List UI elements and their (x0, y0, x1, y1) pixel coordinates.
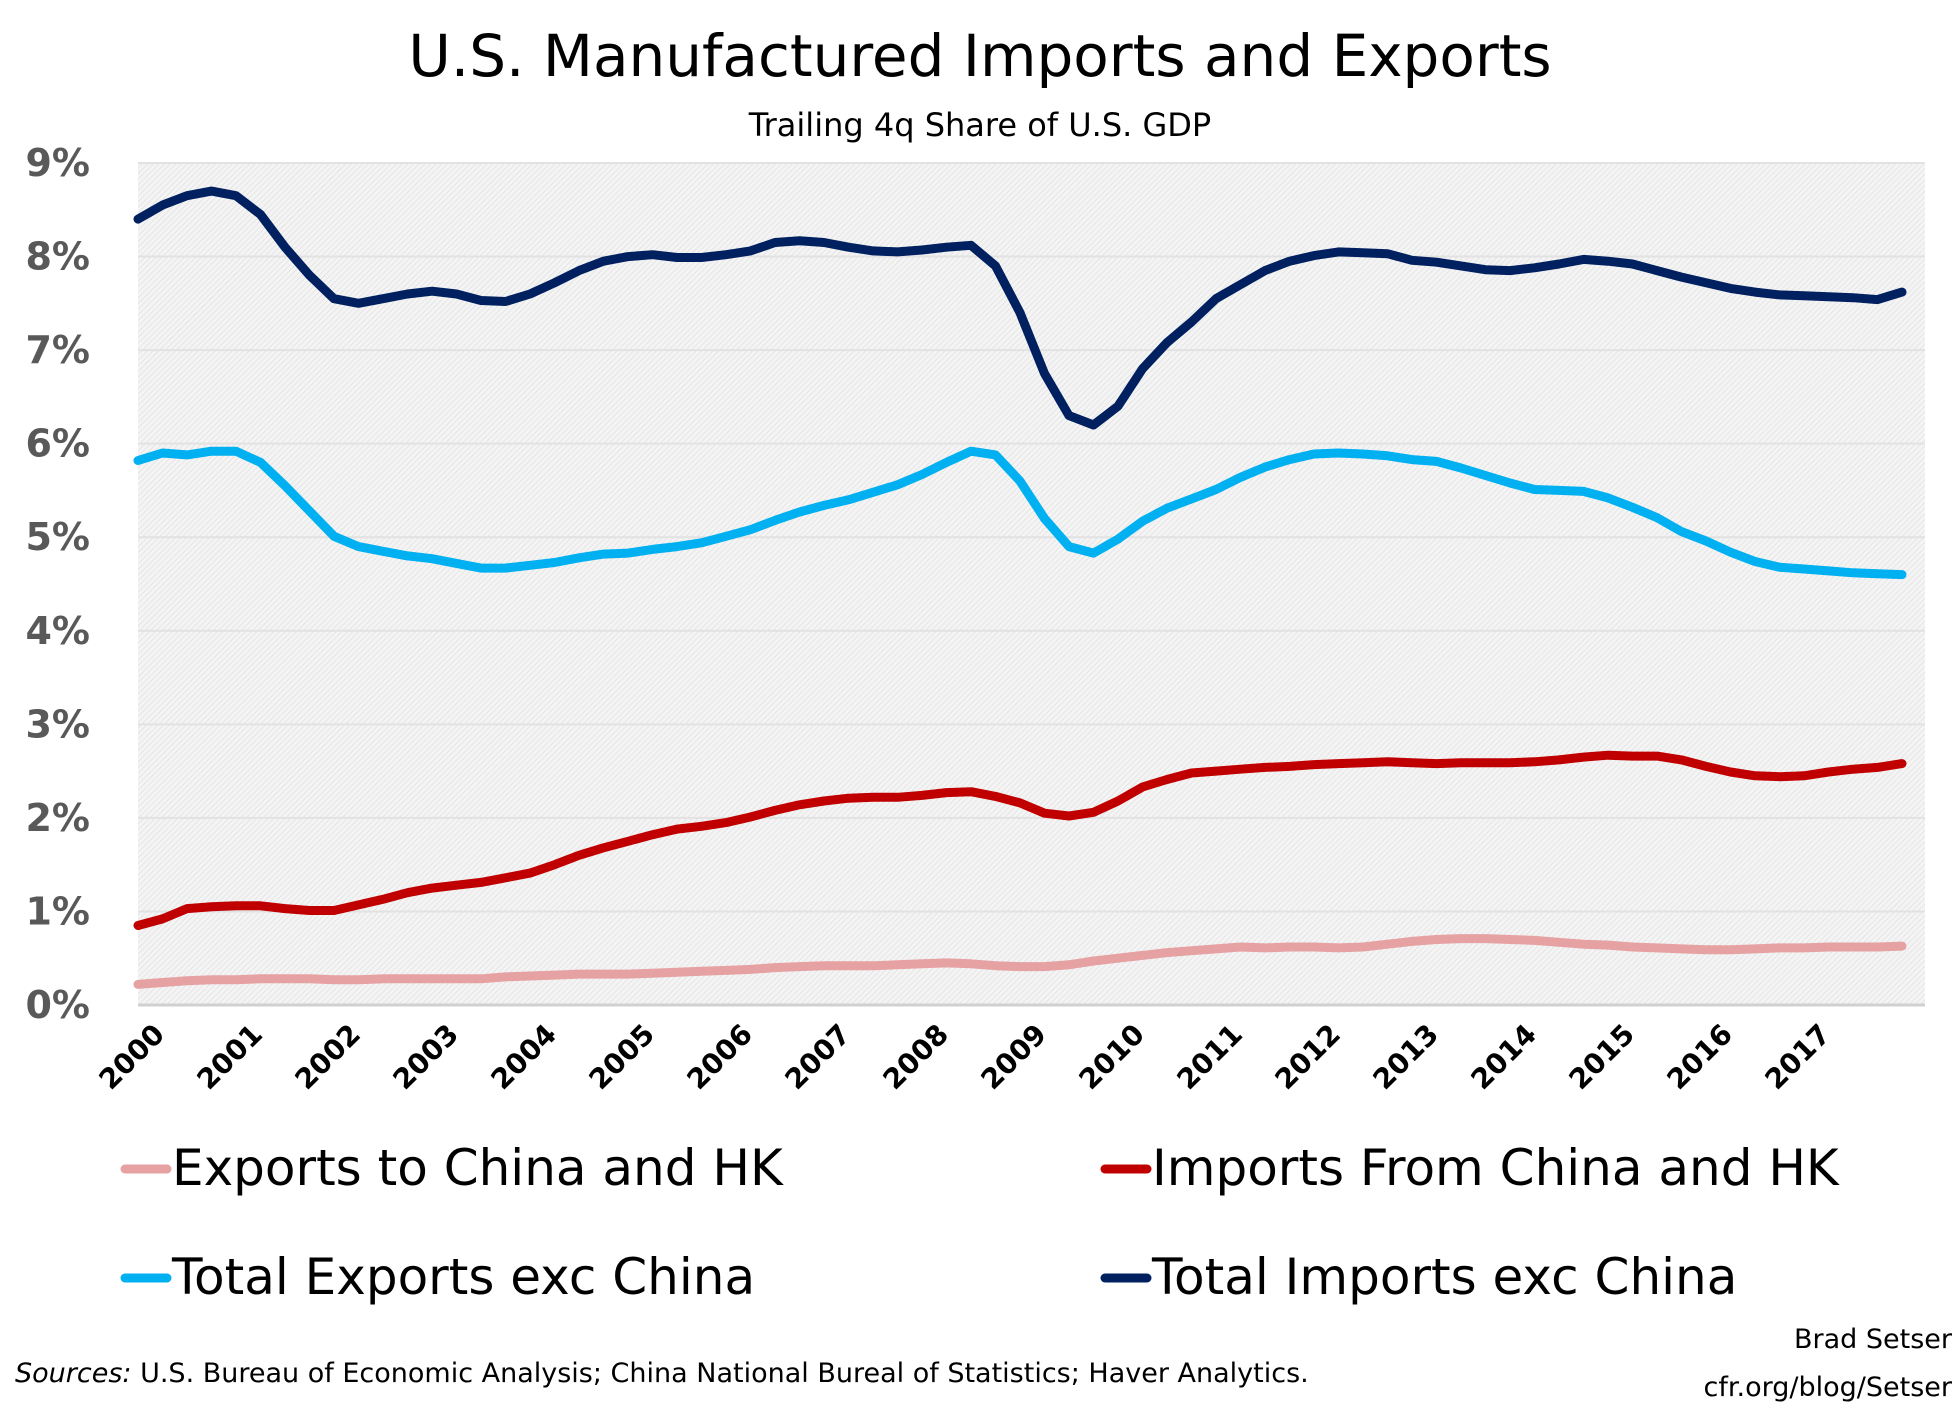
y-tick-label: 6% (25, 422, 90, 466)
x-tick-label: 2004 (485, 1018, 563, 1096)
y-tick-label: 2% (25, 796, 90, 840)
x-tick-label: 2000 (93, 1018, 171, 1096)
x-tick-label: 2014 (1465, 1018, 1543, 1096)
x-tick-label: 2005 (583, 1018, 661, 1096)
y-tick-label: 5% (25, 515, 90, 559)
y-tick-label: 0% (25, 983, 90, 1027)
sources-text: U.S. Bureau of Economic Analysis; China … (132, 1358, 1309, 1389)
series-line-1 (133, 750, 1907, 930)
sources-note: Sources: U.S. Bureau of Economic Analysi… (15, 1358, 1309, 1389)
legend-label: Imports From China and HK (1152, 1139, 1840, 1197)
x-tick-label: 2007 (779, 1018, 857, 1096)
legend-item: Exports to China and HK (120, 1139, 784, 1197)
chart-subtitle: Trailing 4q Share of U.S. GDP (748, 106, 1211, 144)
legend-item: Total Exports exc China (120, 1248, 755, 1306)
x-tick-label: 2017 (1759, 1018, 1837, 1096)
author: Brad Setser (1794, 1324, 1953, 1355)
plot-area (138, 163, 1925, 1005)
x-tick-label: 2013 (1367, 1018, 1445, 1096)
y-tick-label: 9% (25, 141, 90, 185)
x-tick-label: 2009 (975, 1018, 1053, 1096)
x-tick-label: 2006 (681, 1018, 759, 1096)
x-tick-label: 2016 (1661, 1018, 1739, 1096)
x-tick-label: 2015 (1563, 1018, 1641, 1096)
y-tick-label: 1% (25, 889, 90, 933)
series-line-3 (133, 186, 1907, 430)
chart-title: U.S. Manufactured Imports and Exports (408, 22, 1551, 90)
x-tick-label: 2011 (1171, 1018, 1249, 1096)
y-tick-label: 7% (25, 328, 90, 372)
author-url: cfr.org/blog/Setser (1704, 1372, 1953, 1403)
x-tick-label: 2003 (387, 1018, 465, 1096)
legend-label: Total Imports exc China (1151, 1248, 1737, 1306)
y-tick-label: 8% (25, 235, 90, 279)
sources-label: Sources: (15, 1358, 132, 1389)
legend-label: Total Exports exc China (171, 1248, 755, 1306)
y-tick-label: 4% (25, 609, 90, 653)
x-tick-label: 2002 (289, 1018, 367, 1096)
series-line-0 (133, 934, 1907, 989)
x-tick-label: 2008 (877, 1018, 955, 1096)
x-tick-label: 2001 (191, 1018, 269, 1096)
x-tick-label: 2010 (1073, 1018, 1151, 1096)
legend-item: Imports From China and HK (1100, 1139, 1840, 1197)
legend-item: Total Imports exc China (1100, 1248, 1737, 1306)
legend-label: Exports to China and HK (172, 1139, 784, 1197)
x-tick-label: 2012 (1269, 1018, 1347, 1096)
series-line-2 (133, 446, 1907, 580)
y-tick-label: 3% (25, 702, 90, 746)
